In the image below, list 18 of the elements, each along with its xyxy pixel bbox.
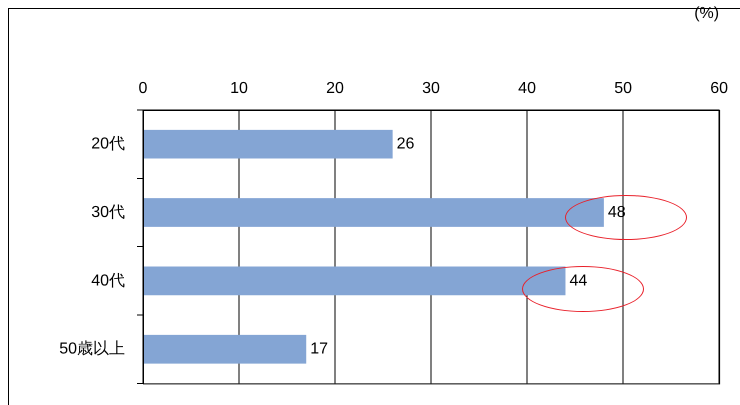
y-tick-label: 50歳以上 <box>59 340 125 358</box>
data-label: 44 <box>569 272 588 290</box>
data-label: 17 <box>310 340 328 358</box>
y-tick-label: 20代 <box>91 136 125 153</box>
x-tick-label: 50 <box>614 80 632 97</box>
x-tick-label: 20 <box>326 80 344 97</box>
x-tick-label: 10 <box>230 80 248 97</box>
bar <box>144 198 604 227</box>
bar <box>144 266 566 296</box>
bar <box>144 334 306 364</box>
y-tick-label: 30代 <box>91 204 125 221</box>
x-tick-label: 60 <box>710 80 728 97</box>
y-tick-label: 40代 <box>91 272 125 290</box>
x-tick-label: 40 <box>518 80 536 97</box>
x-tick-label: 0 <box>138 80 148 97</box>
data-label: 26 <box>396 136 415 153</box>
x-tick-label: 30 <box>422 80 440 97</box>
bar <box>144 130 393 159</box>
